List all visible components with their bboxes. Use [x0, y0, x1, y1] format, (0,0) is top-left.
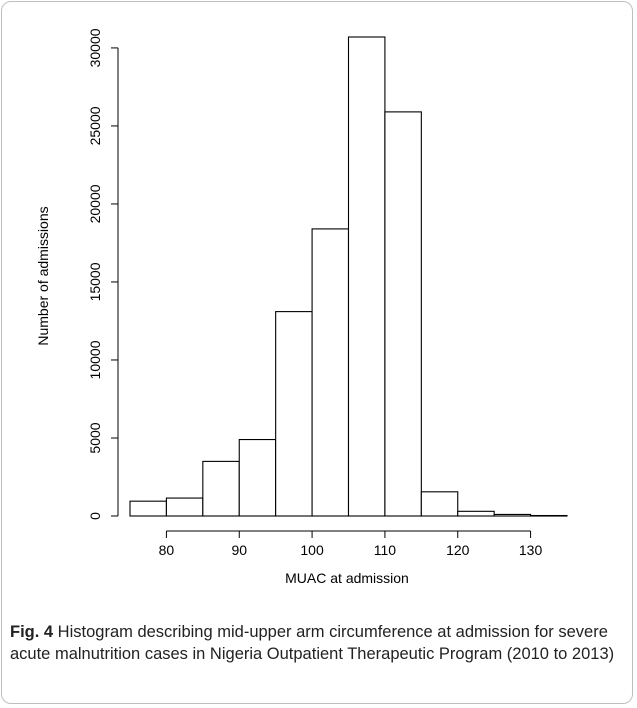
histogram-bar-110-115: [384, 111, 422, 517]
histogram-bar-100-105: [311, 228, 350, 517]
histogram-bar-80-85: [165, 497, 204, 517]
x-tick-label-100: 100: [300, 542, 324, 558]
y-tick-label-15000: 15000: [87, 262, 103, 301]
histogram-bar-125-130: [493, 513, 532, 517]
histogram-bar-120-125: [457, 510, 495, 517]
histogram-bar-90-95: [238, 438, 277, 517]
histogram-chart: 0 5000 10000 15000 20000 25000 30000 80 90 100 11…: [35, 28, 568, 586]
y-axis: 0 5000 10000 15000 20000 25000 30000: [87, 28, 119, 520]
histogram-bar-130-135: [530, 514, 568, 517]
y-tick-label-10000: 10000: [87, 340, 103, 379]
x-axis: 80 90 100 110 120 130: [159, 530, 543, 558]
histogram-bar-105-110: [347, 36, 386, 517]
histogram-bar-115-120: [420, 491, 459, 517]
y-tick-label-30000: 30000: [87, 28, 103, 67]
y-tick-label-20000: 20000: [87, 184, 103, 223]
y-tick-label-0: 0: [87, 512, 103, 520]
figure-caption: Fig. 4 Histogram describing mid-upper ar…: [10, 621, 622, 665]
y-tick-label-25000: 25000: [87, 106, 103, 145]
x-tick-label-130: 130: [519, 542, 543, 558]
x-tick-label-90: 90: [231, 542, 247, 558]
histogram-bar-85-90: [202, 460, 240, 517]
figure-caption-text: Histogram describing mid-upper arm circu…: [10, 623, 615, 663]
y-axis-title: Number of admissions: [35, 206, 51, 345]
histogram-bars: [129, 36, 568, 517]
x-tick-label-80: 80: [159, 542, 175, 558]
x-tick-label-120: 120: [446, 542, 470, 558]
x-tick-label-110: 110: [374, 542, 397, 558]
x-axis-title: MUAC at admission: [285, 570, 409, 586]
figure-label: Fig. 4: [10, 623, 54, 641]
histogram-bar-75-80: [129, 500, 167, 517]
histogram-bar-95-100: [275, 311, 313, 517]
y-tick-label-5000: 5000: [87, 422, 103, 453]
